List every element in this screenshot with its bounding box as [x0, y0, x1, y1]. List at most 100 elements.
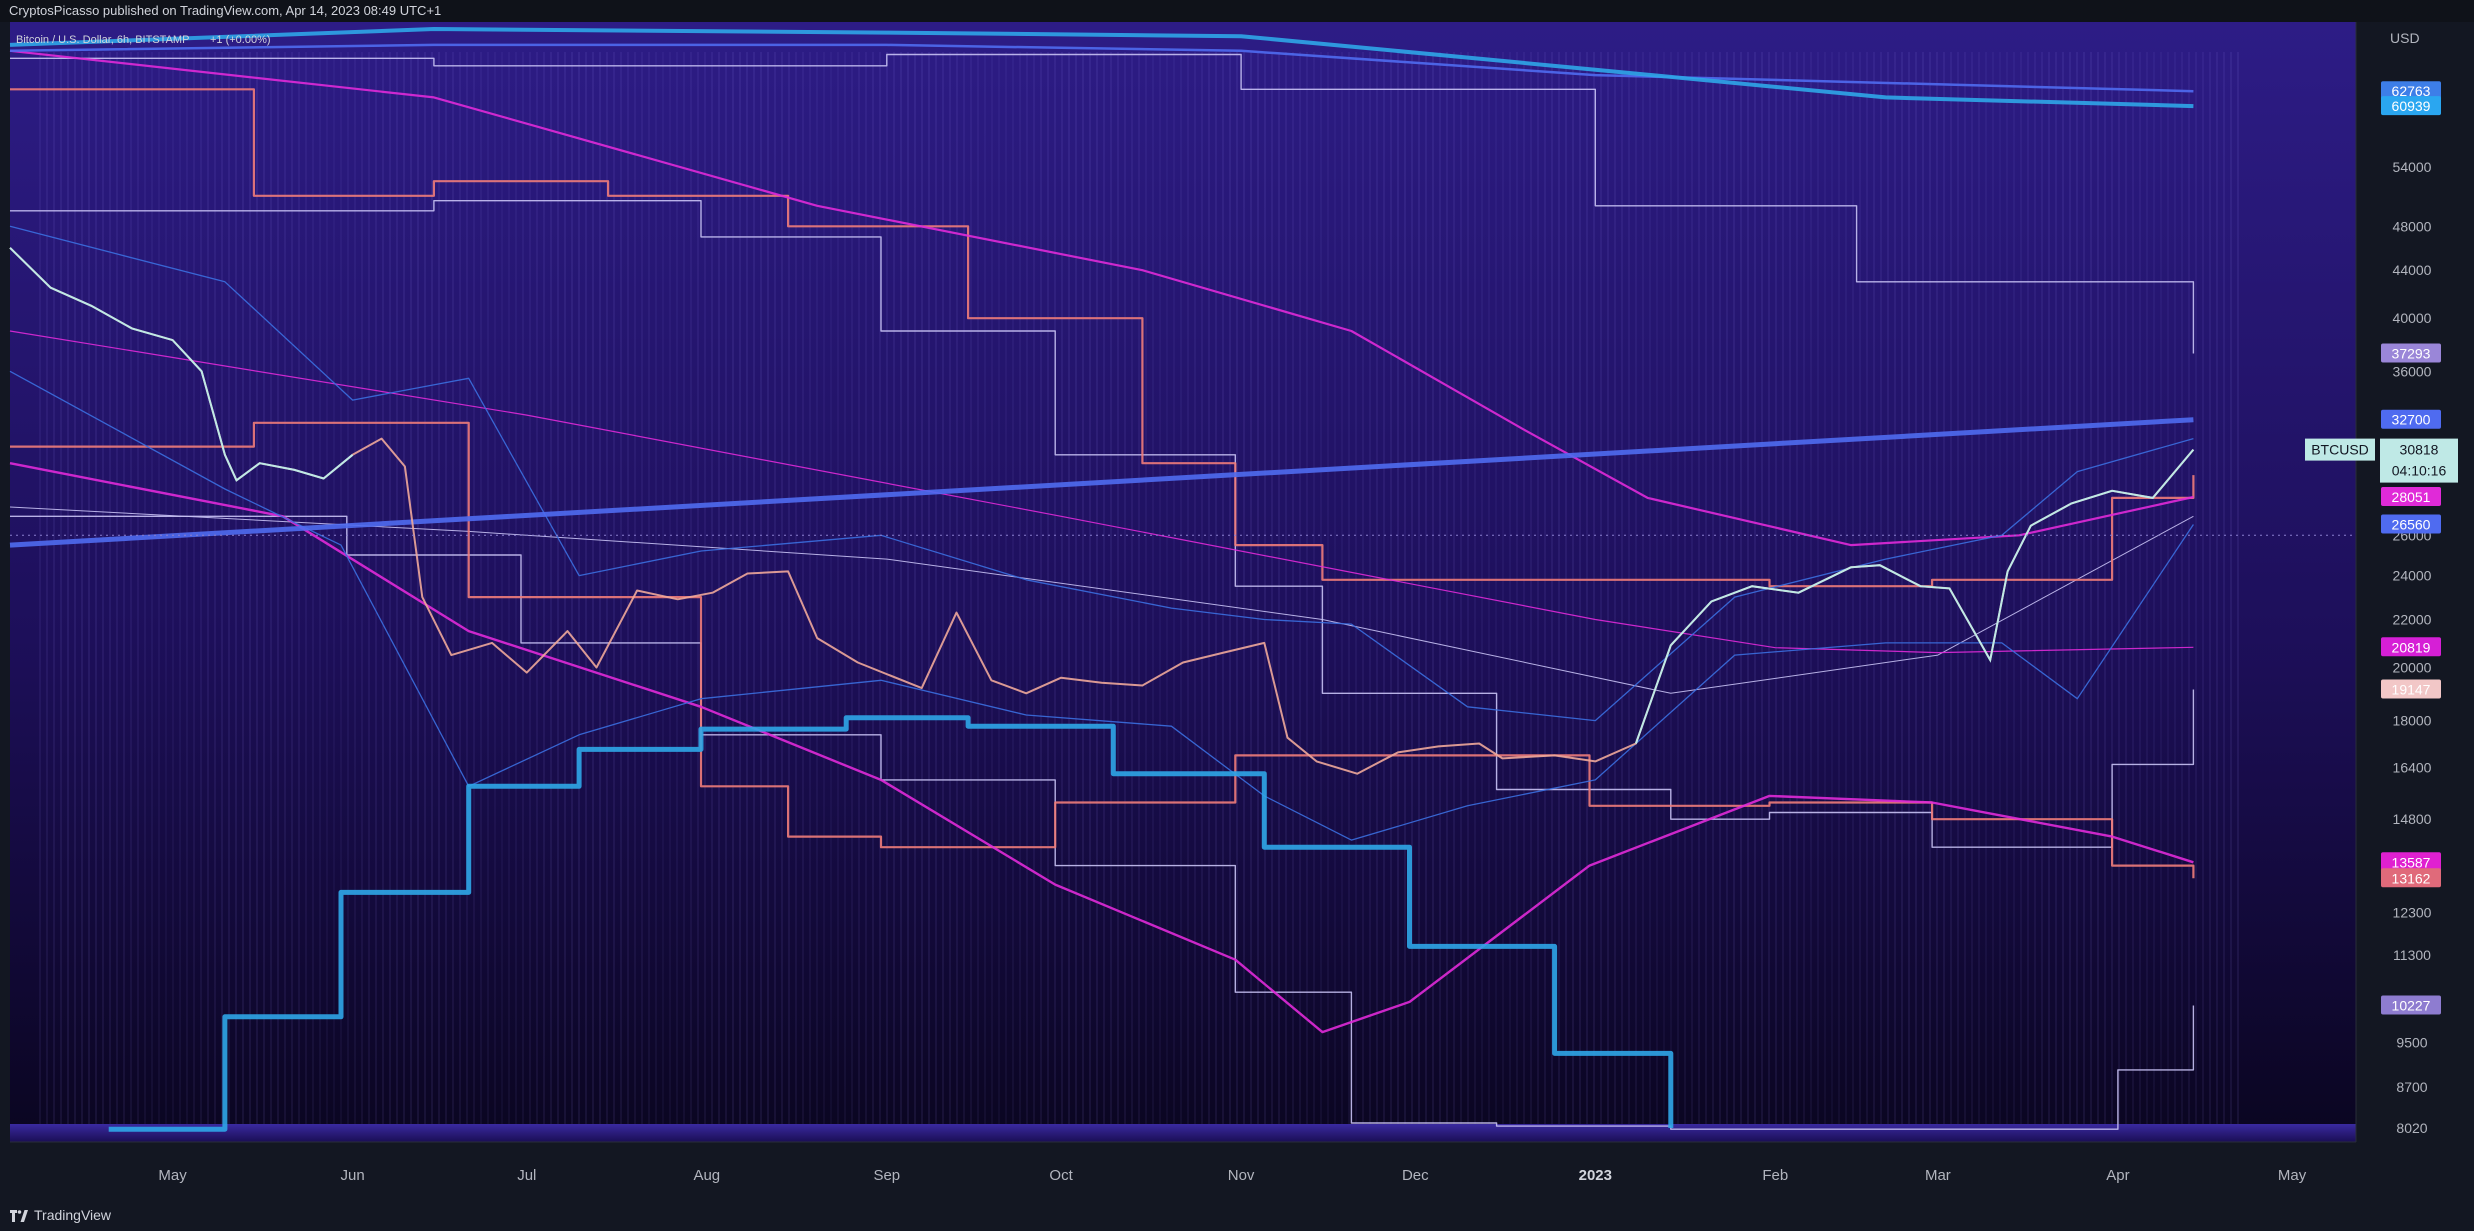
- chart-title: Bitcoin / U.S. Dollar, 6h, BITSTAMP: [16, 34, 189, 46]
- series-magenta-thin: [9, 330, 2194, 654]
- price-scale-label-value: 60939: [2392, 98, 2431, 114]
- series-blue-thick-low: [108, 715, 1674, 1132]
- price-scale-label-value: 20819: [2392, 639, 2431, 655]
- time-tick-label: Jun: [341, 1167, 365, 1184]
- price-tick-label: 11300: [2393, 947, 2431, 963]
- price-tick-label: 9500: [2396, 1035, 2427, 1051]
- price-tick-label: 36000: [2393, 363, 2432, 379]
- price-scale-label-box: [2381, 868, 2441, 888]
- series-bb-lower: [9, 370, 2194, 841]
- price-tick-label: 8700: [2396, 1079, 2427, 1095]
- series-magenta-high: [9, 49, 2194, 547]
- time-tick-label: Apr: [2106, 1167, 2129, 1184]
- price-axis-unit: USD: [2390, 30, 2420, 46]
- price-scale-label-box: [2381, 514, 2441, 534]
- plot-background: [10, 22, 2356, 1142]
- last-price-value: 30818: [2400, 442, 2439, 458]
- symbol-label: BTCUSD: [2311, 442, 2369, 458]
- price-tick-label: 16400: [2393, 760, 2432, 776]
- time-tick-label: Sep: [873, 1167, 900, 1184]
- price-scale-label-value: 13587: [2392, 854, 2431, 870]
- price-scale-label-value: 32700: [2392, 412, 2431, 428]
- price-tick-label: 14800: [2393, 811, 2432, 827]
- price-scale-label-box: [2381, 995, 2441, 1015]
- price-scale-label: 26560: [2381, 514, 2441, 534]
- time-tick-label: Jul: [517, 1167, 536, 1184]
- chart-legend: Bitcoin / U.S. Dollar, 6h, BITSTAMP +1 (…: [16, 34, 271, 46]
- price-scale-label: 32700: [2381, 409, 2441, 429]
- price-scale-label: 28051: [2381, 487, 2441, 506]
- series-salmon-mid: [10, 421, 2195, 879]
- price-scale-label-value: 26560: [2392, 517, 2431, 533]
- time-axis-ticks: May Jun Jul Aug Sep Oct Nov Dec 2023 Feb Mar Apr May: [158, 1167, 2306, 1184]
- tradingview-logo[interactable]: TradingView: [10, 1200, 111, 1231]
- bar-countdown: 04:10:16: [2392, 463, 2447, 479]
- price-axis-background: [2356, 22, 2474, 1162]
- price-scale-label-box: [2381, 679, 2441, 699]
- series-lavender-top: [10, 53, 2195, 354]
- price-scale-label: 62763: [2381, 81, 2441, 101]
- price-scale-label: 37293: [2381, 343, 2441, 363]
- time-tick-label: Nov: [1228, 1167, 1255, 1184]
- time-tick-label: Oct: [1049, 1167, 1073, 1184]
- time-tick-label: May: [158, 1167, 187, 1184]
- price-tick-label: 40000: [2393, 310, 2432, 326]
- series-bb-upper: [9, 225, 2194, 722]
- series-blue-line: [9, 417, 2194, 548]
- time-axis-background: [0, 1142, 2474, 1200]
- price-axis-ticks: 5400048000440004000036000260002400022000…: [2393, 159, 2432, 1136]
- series-lavender-low: [10, 515, 2195, 1130]
- time-tick-label: Feb: [1762, 1167, 1788, 1184]
- time-tick-label: Mar: [1925, 1167, 1951, 1184]
- price-tick-label: 48000: [2393, 218, 2432, 234]
- series-lavender-mid: [10, 200, 2195, 848]
- price-up-leg: [9, 247, 354, 482]
- indicator-lines: [9, 27, 2356, 1132]
- price-tick-label: 54000: [2393, 159, 2432, 175]
- time-tick-label: 2023: [1579, 1167, 1612, 1184]
- price-scale-label-box: [2381, 487, 2441, 506]
- time-tick-label: Dec: [1402, 1167, 1429, 1184]
- price-scale-label: 13587: [2381, 852, 2441, 872]
- time-tick-label: Aug: [693, 1167, 720, 1184]
- symbol-tag: [2305, 438, 2375, 461]
- price-scale-label: 10227: [2381, 995, 2441, 1015]
- footer-bar: TradingView: [0, 1200, 2474, 1231]
- price-scale-label-value: 13162: [2392, 870, 2431, 886]
- series-blue-thick-high: [9, 27, 2194, 109]
- price-scale-label-value: 62763: [2392, 83, 2431, 99]
- price-tick-label: 44000: [2393, 262, 2432, 278]
- price-tick-label: 8020: [2396, 1120, 2427, 1136]
- price-scale-label-value: 10227: [2392, 998, 2431, 1014]
- tradingview-icon: [10, 1209, 28, 1222]
- price-up-leg: [1634, 448, 2195, 744]
- price-scale-label-value: 37293: [2392, 346, 2431, 362]
- price-scale-label-box: [2381, 96, 2441, 116]
- price-scale-label: 20819: [2381, 637, 2441, 657]
- publish-header: CryptosPicasso published on TradingView.…: [0, 0, 2474, 22]
- series-salmon-high: [10, 88, 2195, 588]
- price-scale-label-box: [2381, 81, 2441, 101]
- price-tick-label: 12300: [2393, 905, 2432, 921]
- price-tick-label: 18000: [2393, 713, 2432, 729]
- price-scale-label-box: [2381, 343, 2441, 363]
- brand-name: TradingView: [34, 1207, 112, 1223]
- volume-strip: [10, 1124, 2356, 1142]
- price-scale-label-box: [2381, 637, 2441, 657]
- price-scale-label-value: 28051: [2392, 489, 2431, 505]
- price-chart[interactable]: USD 540004800044000400003600026000240002…: [0, 22, 2474, 1200]
- time-tick-label: May: [2278, 1167, 2307, 1184]
- price-scale-label-value: 19147: [2392, 682, 2431, 698]
- price-scale-label: 19147: [2381, 679, 2441, 699]
- last-price-tag: [2380, 438, 2458, 483]
- price-tick-label: 20000: [2393, 660, 2432, 676]
- price-tick-label: 24000: [2393, 568, 2432, 584]
- publish-info: CryptosPicasso published on TradingView.…: [9, 3, 442, 18]
- chart-title-change: +1 (+0.00%): [210, 34, 271, 46]
- series-magenta-low: [9, 462, 2194, 1034]
- price-scale-label-box: [2381, 852, 2441, 872]
- last-price-marker[interactable]: BTCUSD 30818 04:10:16: [2305, 438, 2458, 483]
- price-scale-label-box: [2381, 409, 2441, 429]
- price-scale-label: 13162: [2381, 868, 2441, 888]
